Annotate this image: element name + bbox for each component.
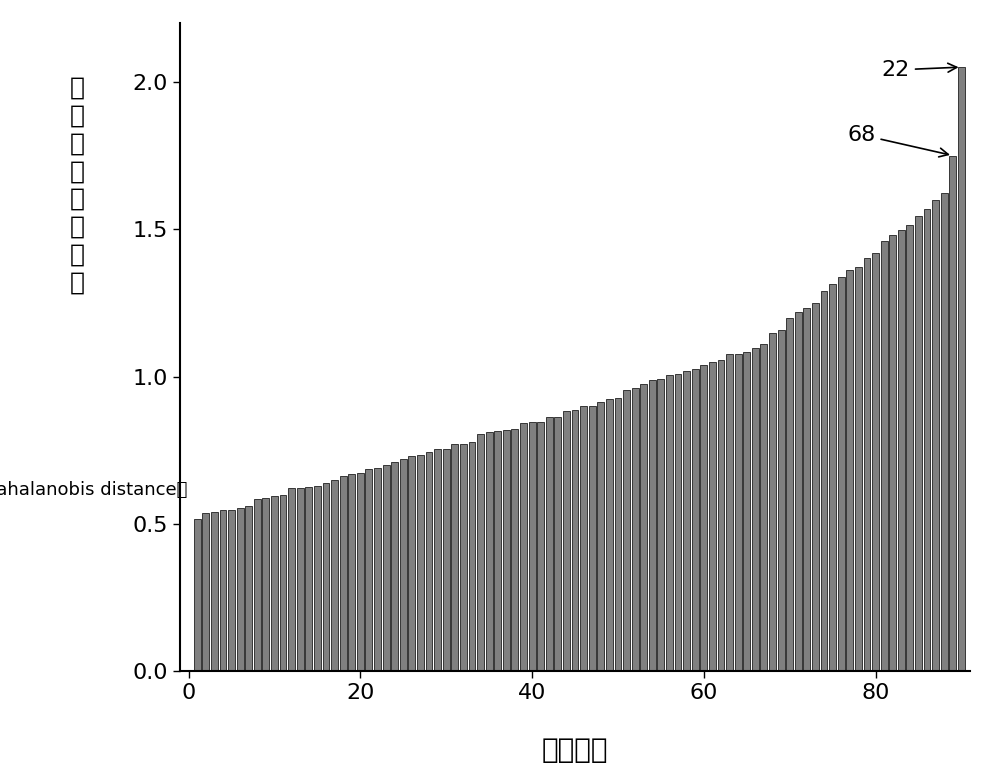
Bar <box>786 318 793 671</box>
Bar <box>563 411 570 671</box>
Bar <box>443 449 450 671</box>
Bar <box>245 506 252 671</box>
Bar <box>323 483 329 671</box>
Bar <box>614 398 621 671</box>
Bar <box>889 236 896 671</box>
Bar <box>915 216 922 671</box>
Bar <box>348 474 355 671</box>
Bar <box>383 465 390 671</box>
Bar <box>881 241 888 671</box>
Bar <box>417 455 424 671</box>
Bar <box>477 434 484 671</box>
Bar <box>426 452 432 671</box>
Text: 68: 68 <box>847 125 948 157</box>
Bar <box>546 417 553 671</box>
Bar <box>254 499 261 671</box>
Bar <box>374 468 381 671</box>
Bar <box>408 456 415 671</box>
Bar <box>537 422 544 671</box>
Bar <box>554 417 561 671</box>
Bar <box>640 384 647 671</box>
Bar <box>932 200 939 671</box>
Bar <box>297 488 304 671</box>
Bar <box>795 312 802 671</box>
Bar <box>864 258 870 671</box>
Bar <box>305 487 312 671</box>
Bar <box>657 378 664 671</box>
Bar <box>237 508 244 671</box>
Bar <box>760 344 767 671</box>
Bar <box>752 348 759 671</box>
Bar <box>262 497 269 671</box>
Bar <box>924 209 930 671</box>
Bar <box>529 423 536 671</box>
Bar <box>872 253 879 671</box>
Bar <box>469 442 475 671</box>
Bar <box>494 430 501 671</box>
Bar <box>434 449 441 671</box>
Bar <box>486 432 493 671</box>
Bar <box>821 291 827 671</box>
Bar <box>666 375 673 671</box>
Bar <box>949 156 956 671</box>
Bar <box>709 362 716 671</box>
Bar <box>649 381 656 671</box>
Bar <box>769 333 776 671</box>
Bar <box>623 390 630 671</box>
Text: 22: 22 <box>882 60 957 80</box>
Bar <box>520 423 527 671</box>
Bar <box>906 224 913 671</box>
Bar <box>288 488 295 671</box>
Bar <box>898 230 905 671</box>
Bar <box>675 374 681 671</box>
Bar <box>511 430 518 671</box>
Bar <box>958 67 965 671</box>
Bar <box>280 494 286 671</box>
Bar <box>941 193 948 671</box>
Bar <box>632 388 639 671</box>
Bar <box>340 476 347 671</box>
Bar <box>718 360 724 671</box>
Bar <box>314 485 321 671</box>
Bar <box>597 402 604 671</box>
Bar <box>606 400 613 671</box>
Bar <box>803 308 810 671</box>
Bar <box>829 285 836 671</box>
Bar <box>460 443 467 671</box>
Bar <box>331 480 338 671</box>
Bar <box>451 444 458 671</box>
Bar <box>700 365 707 671</box>
Bar <box>391 462 398 671</box>
Bar <box>838 277 845 671</box>
Bar <box>589 406 596 671</box>
Bar <box>220 510 226 671</box>
Bar <box>812 302 819 671</box>
Bar <box>211 512 218 671</box>
Bar <box>735 354 742 671</box>
Text: 马
哈
拉
诺
比
斯
距
离: 马 哈 拉 诺 比 斯 距 离 <box>70 76 85 295</box>
Bar <box>202 513 209 671</box>
Bar <box>400 459 407 671</box>
Bar <box>692 369 699 671</box>
Bar <box>726 354 733 671</box>
Bar <box>271 496 278 671</box>
Bar <box>580 406 587 671</box>
Bar <box>503 430 510 671</box>
Bar <box>228 510 235 671</box>
Bar <box>194 519 201 671</box>
Text: （mahalanobis distance）: （mahalanobis distance） <box>0 481 187 499</box>
Bar <box>365 468 372 671</box>
Bar <box>743 352 750 671</box>
Bar <box>572 410 578 671</box>
Bar <box>846 270 853 671</box>
Bar <box>357 472 364 671</box>
Bar <box>855 267 862 671</box>
Bar <box>683 372 690 671</box>
Bar <box>778 330 785 671</box>
Text: 样本序号: 样本序号 <box>542 736 608 763</box>
